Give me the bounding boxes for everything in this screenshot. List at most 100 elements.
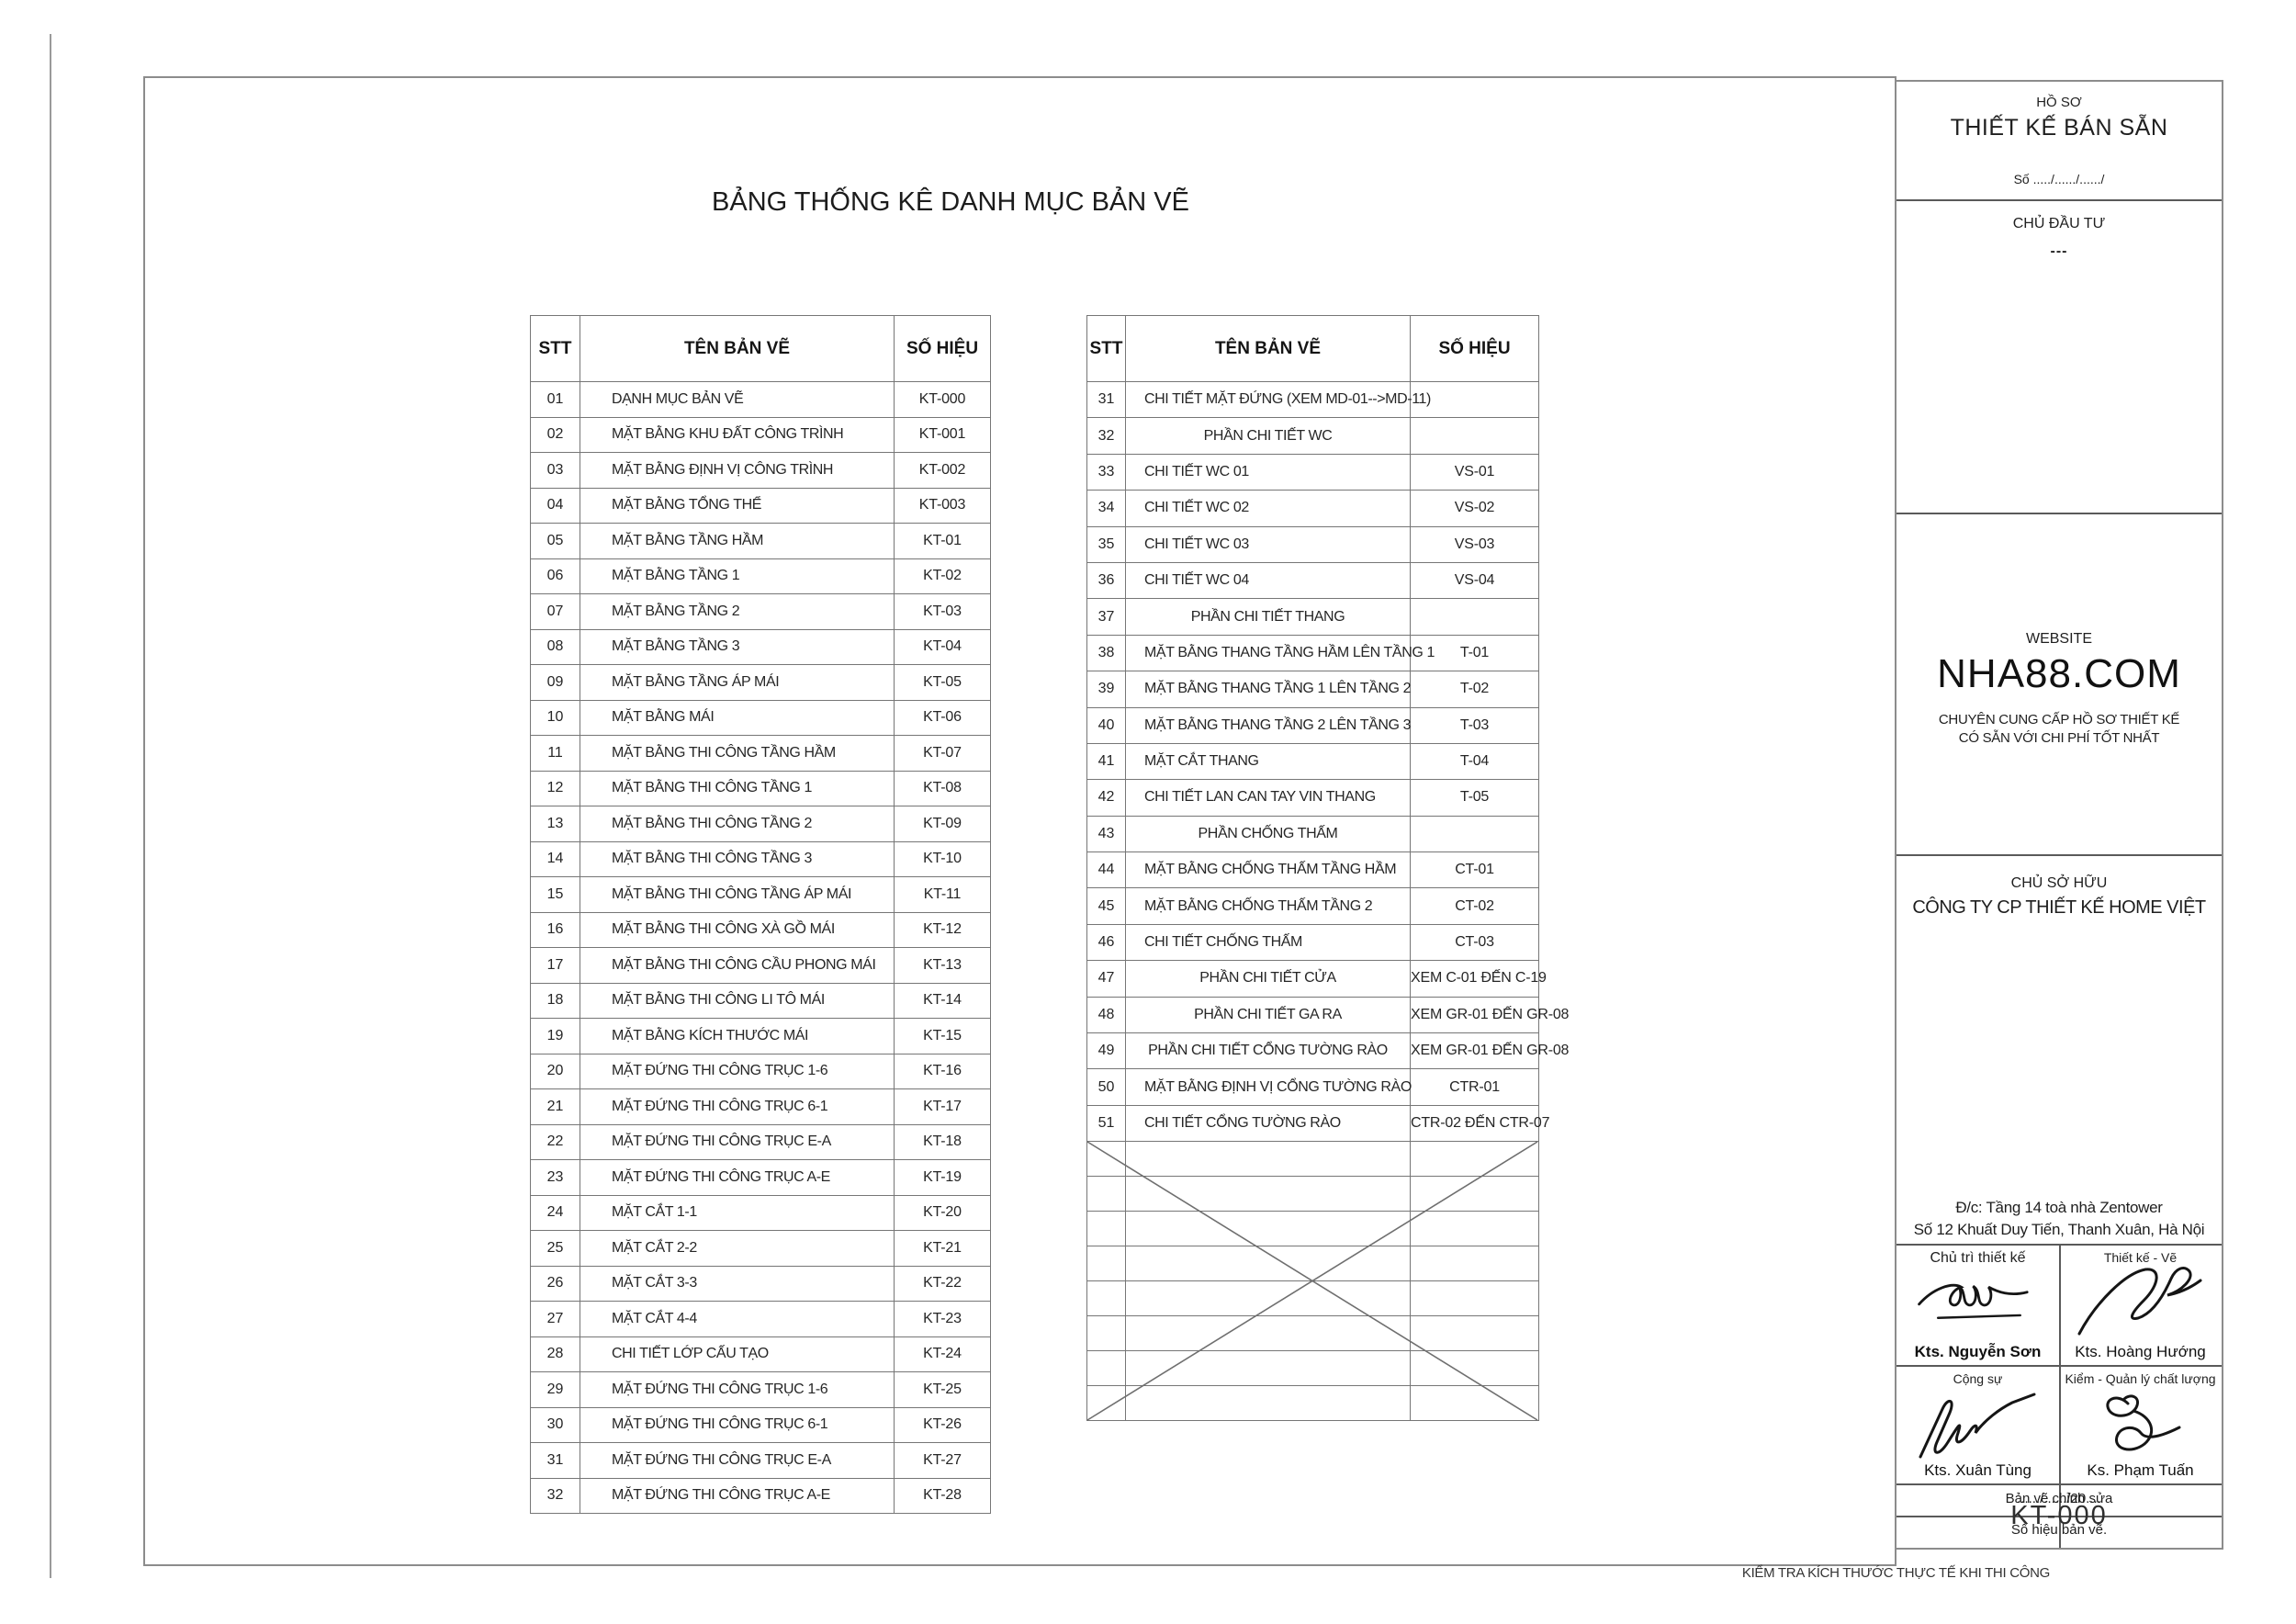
table-row: 29 MẶT ĐỨNG THI CÔNG TRỤC 1-6 KT-25 — [530, 1371, 991, 1408]
cell-empty — [1125, 1350, 1411, 1387]
table-row: 46 CHI TIẾT CHỐNG THẤM CT-03 — [1086, 923, 1539, 962]
crossed-out-region — [1086, 1141, 1538, 1421]
cell-stt: 05 — [530, 523, 580, 559]
page-title: BẢNG THỐNG KÊ DANH MỤC BẢN VẼ — [712, 187, 1189, 217]
footer-note: KIỂM TRA KÍCH THƯỚC THỰC TẾ KHI THI CÔNG — [1741, 1565, 2050, 1581]
cell-stt: 12 — [530, 770, 580, 806]
cell-empty — [1125, 1385, 1411, 1422]
signature-role: Cộng sự — [1953, 1371, 2003, 1386]
cell-stt: 26 — [530, 1265, 580, 1302]
cell-code: KT-15 — [894, 1018, 991, 1054]
cell-code: KT-19 — [894, 1159, 991, 1196]
cell-stt: 01 — [530, 381, 580, 418]
table-row: 35 CHI TIẾT WC 03 VS-03 — [1086, 525, 1539, 563]
cell-code: KT-14 — [894, 982, 991, 1019]
cell-code: KT-18 — [894, 1123, 991, 1160]
cell-name: CHI TIẾT WC 01 — [1125, 453, 1411, 491]
cell-code: T-03 — [1410, 706, 1539, 744]
header-stt: STT — [530, 315, 580, 382]
cell-code: KT-003 — [894, 487, 991, 524]
cell-stt: 04 — [530, 487, 580, 524]
cell-name: CHI TIẾT MẶT ĐỨNG (XEM MD-01-->MD-11) — [1125, 380, 1431, 419]
signature-scribble — [1919, 1393, 2035, 1459]
cell-code: CTR-01 — [1410, 1068, 1539, 1106]
investor-label: CHỦ ĐẦU TƯ — [2012, 216, 2106, 231]
owner-company: CÔNG TY CP THIẾT KẾ HOME VIỆT — [1912, 897, 2206, 918]
signature-cell-quality-control: Kiểm - Quản lý chất lượng Ks. Phạm Tuấn — [2059, 1365, 2222, 1483]
address-line-1: Đ/c: Tầng 14 toà nhà Zentower — [1955, 1199, 2163, 1216]
table-row: 10 MẶT BẰNG MÁI KT-06 — [530, 699, 991, 736]
divider — [1896, 513, 2222, 514]
cell-code: XEM GR-01 ĐẾN GR-08 — [1410, 996, 1569, 1034]
cell-code: KT-001 — [894, 416, 991, 453]
cell-code: KT-03 — [894, 593, 991, 630]
cell-name: CHI TIẾT LỚP CẤU TẠO — [580, 1336, 895, 1372]
cell-code: KT-002 — [894, 452, 991, 489]
divider — [2059, 1244, 2061, 1548]
cell-code: VS-04 — [1410, 561, 1539, 600]
cell-name: MẶT CẮT 3-3 — [580, 1265, 895, 1302]
cell-empty — [1410, 1315, 1539, 1352]
cell-code: CT-02 — [1410, 887, 1539, 925]
cell-code: KT-22 — [894, 1265, 991, 1302]
cell-name: MẶT BẰNG THI CÔNG TẦNG ÁP MÁI — [580, 876, 895, 913]
cell-code: KT-12 — [894, 911, 991, 948]
table-row: 30 MẶT ĐỨNG THI CÔNG TRỤC 6-1 KT-26 — [530, 1406, 991, 1443]
signature-cell-designer: Thiết kế - Vẽ Kts. Hoàng Hướng — [2059, 1244, 2222, 1365]
table-row: 09 MẶT BẰNG TẦNG ÁP MÁI KT-05 — [530, 664, 991, 701]
cell-code: KT-16 — [894, 1053, 991, 1089]
cell-code: KT-10 — [894, 840, 991, 877]
website-label: WEBSITE — [2025, 631, 2092, 647]
cell-stt: 16 — [530, 911, 580, 948]
cell-stt: 24 — [530, 1194, 580, 1231]
cell-name: MẶT BẰNG KÍCH THƯỚC MÁI — [580, 1018, 895, 1054]
table-row: 43 PHẦN CHỐNG THẤM — [1086, 815, 1539, 853]
cell-name: PHẦN CHI TIẾT THANG — [1125, 598, 1411, 636]
cell-stt: 15 — [530, 876, 580, 913]
cell-stt: 18 — [530, 982, 580, 1019]
signature-cell-lead-designer: Chủ trì thiết kế Kts. Nguyễn Sơn — [1896, 1244, 2059, 1365]
signature-role: Thiết kế - Vẽ — [2103, 1250, 2178, 1265]
table-row: 42 CHI TIẾT LAN CAN TAY VIN THANG T-05 — [1086, 779, 1539, 817]
table-row: 32 MẶT ĐỨNG THI CÔNG TRỤC A-E KT-28 — [530, 1477, 991, 1514]
cell-code — [1410, 417, 1539, 455]
cell-name: MẶT BẰNG KHU ĐẤT CÔNG TRÌNH — [580, 416, 895, 453]
table-row: 16 MẶT BẰNG THI CÔNG XÀ GỒ MÁI KT-12 — [530, 911, 991, 948]
table-row: 51 CHI TIẾT CỔNG TƯỜNG RÀO CTR-02 ĐẾN CT… — [1086, 1104, 1549, 1143]
cell-stt: 23 — [530, 1159, 580, 1196]
signature-role: Chủ trì thiết kế — [1930, 1250, 2026, 1266]
table-header-row: STT TÊN BẢN VẼ SỐ HIỆU — [530, 315, 991, 382]
cell-name: MẶT ĐỨNG THI CÔNG TRỤC E-A — [580, 1123, 895, 1160]
table-row: 28 CHI TIẾT LỚP CẤU TẠO KT-24 — [530, 1336, 991, 1372]
cell-name: MẶT BẰNG THI CÔNG CẦU PHONG MÁI — [580, 947, 895, 984]
cell-name: PHẦN CHI TIẾT CỔNG TƯỜNG RÀO — [1125, 1032, 1411, 1070]
cell-stt: 40 — [1086, 706, 1126, 744]
divider — [1896, 854, 2222, 856]
cell-stt: 11 — [530, 735, 580, 772]
empty-table-row — [1086, 1385, 1539, 1422]
cell-name: MẶT ĐỨNG THI CÔNG TRỤC 6-1 — [580, 1406, 895, 1443]
cell-stt: 28 — [530, 1336, 580, 1372]
cell-stt: 39 — [1086, 671, 1126, 708]
cell-stt: 07 — [530, 593, 580, 630]
table-header-row: STT TÊN BẢN VẼ SỐ HIỆU — [1086, 315, 1539, 382]
cell-name: CHI TIẾT CỔNG TƯỜNG RÀO — [1125, 1104, 1411, 1143]
cell-name: PHẦN CHI TIẾT CỬA — [1125, 960, 1411, 998]
header-stt: STT — [1086, 315, 1126, 382]
cell-stt: 33 — [1086, 453, 1126, 491]
cell-stt: 32 — [530, 1477, 580, 1514]
dossier-label: HỒ SƠ — [2036, 95, 2082, 110]
table-row: 12 MẶT BẰNG THI CÔNG TẦNG 1 KT-08 — [530, 770, 991, 806]
cell-stt: 31 — [1086, 380, 1126, 419]
header-code: SỐ HIỆU — [1410, 315, 1539, 382]
cell-stt: 22 — [530, 1123, 580, 1160]
cell-stt: 10 — [530, 699, 580, 736]
cell-code: KT-28 — [894, 1477, 991, 1514]
cell-empty — [1086, 1211, 1126, 1247]
cell-code: KT-13 — [894, 947, 991, 984]
table-row: 04 MẶT BẰNG TỔNG THỂ KT-003 — [530, 487, 991, 524]
cell-stt: 29 — [530, 1371, 580, 1408]
cell-code — [1410, 598, 1539, 636]
cell-name: MẶT CẮT 1-1 — [580, 1194, 895, 1231]
cell-name: MẶT BẰNG TỔNG THỂ — [580, 487, 895, 524]
